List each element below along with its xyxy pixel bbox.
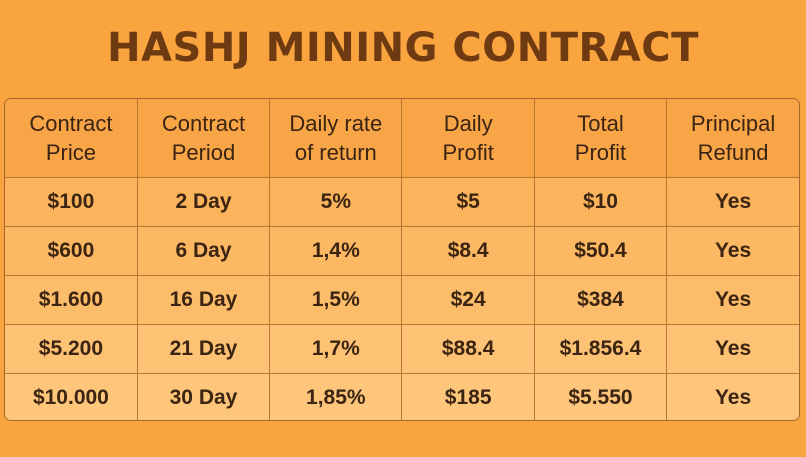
cell-contract-price: $10.000 — [5, 373, 138, 420]
column-header-contract-price: Contract Price — [5, 99, 138, 178]
cell-total-profit: $50.4 — [533, 226, 668, 276]
cell-daily-rate: 1,4% — [269, 226, 403, 276]
cell-daily-profit: $185 — [401, 373, 535, 420]
cell-daily-profit: $8.4 — [401, 226, 535, 276]
cell-principal-refund: Yes — [666, 226, 799, 276]
column-header-line: Contract — [161, 111, 246, 136]
table-header-row: Contract Price Contract Period Daily rat… — [5, 99, 799, 178]
cell-principal-refund: Yes — [666, 177, 799, 227]
cell-daily-profit: $88.4 — [401, 324, 535, 374]
cell-daily-rate: 1,5% — [269, 275, 403, 325]
cell-contract-period: 2 Day — [136, 177, 271, 227]
column-header-line: of return — [294, 140, 377, 165]
cell-daily-profit: $5 — [401, 177, 535, 227]
cell-total-profit: $1.856.4 — [533, 324, 668, 374]
table-row: $5.200 21 Day 1,7% $88.4 $1.856.4 Yes — [5, 324, 799, 374]
column-header-line: Refund — [697, 140, 769, 165]
page-title: HASHJ MINING CONTRACT — [107, 25, 699, 71]
column-header-line: Price — [45, 140, 96, 165]
column-header-daily-rate: Daily rate of return — [269, 99, 403, 178]
cell-principal-refund: Yes — [666, 373, 799, 420]
cell-contract-period: 21 Day — [136, 324, 271, 374]
cell-total-profit: $5.550 — [533, 373, 668, 420]
column-header-line: Daily — [443, 111, 493, 136]
column-header-line: Profit — [574, 140, 627, 165]
cell-contract-period: 16 Day — [136, 275, 271, 325]
cell-daily-rate: 5% — [269, 177, 403, 227]
column-header-line: Daily rate — [289, 111, 383, 136]
cell-daily-profit: $24 — [401, 275, 535, 325]
cell-contract-period: 6 Day — [136, 226, 271, 276]
column-header-line: Period — [171, 140, 236, 165]
column-header-line: Principal — [690, 111, 776, 136]
column-header-contract-period: Contract Period — [136, 99, 271, 178]
column-header-daily-profit: Daily Profit — [401, 99, 535, 178]
contract-table-grid: Contract Price Contract Period Daily rat… — [5, 99, 799, 420]
cell-contract-price: $1.600 — [5, 275, 138, 325]
cell-contract-price: $600 — [5, 226, 138, 276]
cell-contract-period: 30 Day — [136, 373, 271, 420]
table-row: $600 6 Day 1,4% $8.4 $50.4 Yes — [5, 226, 799, 276]
column-header-total-profit: Total Profit — [533, 99, 668, 178]
column-header-line: Profit — [442, 140, 494, 165]
table-row: $1.600 16 Day 1,5% $24 $384 Yes — [5, 275, 799, 325]
cell-contract-price: $5.200 — [5, 324, 138, 374]
cell-daily-rate: 1,85% — [269, 373, 403, 420]
cell-daily-rate: 1,7% — [269, 324, 403, 374]
column-header-principal-refund: Principal Refund — [666, 99, 799, 178]
table-row: $10.000 30 Day 1,85% $185 $5.550 Yes — [5, 373, 799, 420]
table-row: $100 2 Day 5% $5 $10 Yes — [5, 177, 799, 227]
cell-total-profit: $10 — [533, 177, 668, 227]
cell-contract-price: $100 — [5, 177, 138, 227]
contract-table: Contract Price Contract Period Daily rat… — [4, 98, 800, 421]
column-header-line: Contract — [29, 111, 113, 136]
cell-principal-refund: Yes — [666, 324, 799, 374]
column-header-line: Total — [577, 111, 624, 136]
cell-principal-refund: Yes — [666, 275, 799, 325]
cell-total-profit: $384 — [533, 275, 668, 325]
